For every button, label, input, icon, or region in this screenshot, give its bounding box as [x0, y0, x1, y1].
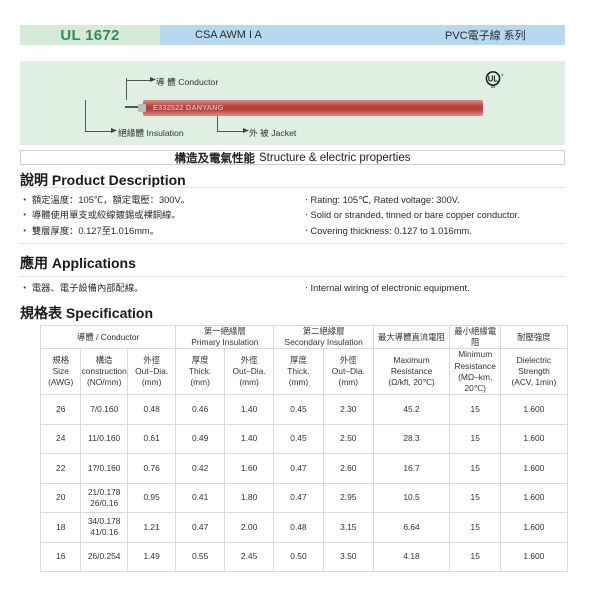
svg-text:UL: UL [488, 75, 499, 84]
svg-text:®: ® [501, 74, 504, 78]
svg-text:us: us [491, 84, 496, 89]
